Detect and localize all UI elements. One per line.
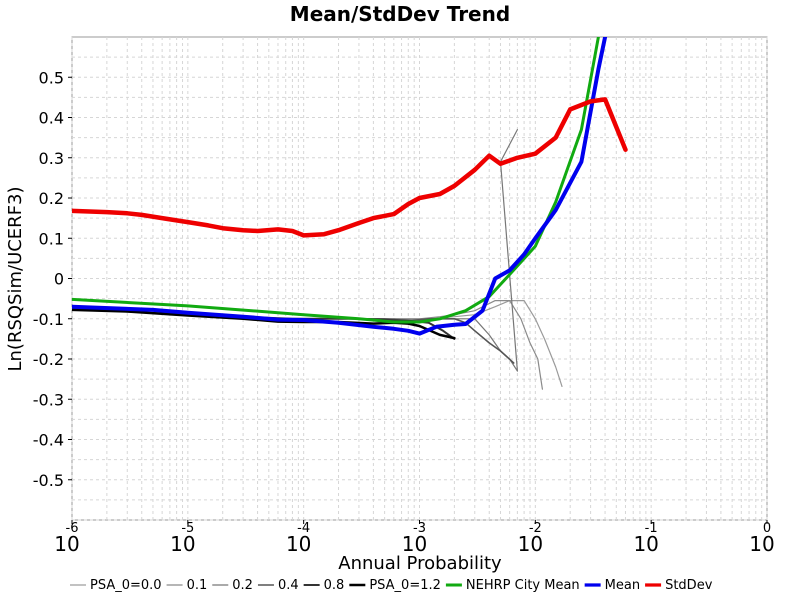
x-tick-exponent: -5 (181, 521, 194, 536)
x-tick-base: 10 (633, 532, 658, 556)
legend-label: NEHRP City Mean (466, 578, 580, 593)
legend-label: StdDev (665, 578, 713, 593)
y-tick-label: -0.3 (33, 390, 64, 409)
y-tick-label: 0.3 (39, 149, 64, 168)
legend-label: PSA_0=1.2 (369, 578, 441, 593)
series-layer (72, 37, 628, 390)
legend: PSA_0=0.0 0.1 0.2 0.4 0.8 PSA_0=1.2 NEHRP City… (70, 578, 713, 593)
series-line-1 (393, 300, 544, 390)
x-tick-exponent: -3 (413, 521, 426, 536)
x-tick-exponent: -2 (529, 521, 542, 536)
x-tick-base: 10 (286, 532, 311, 556)
chart-title: Mean/StdDev Trend (290, 2, 510, 26)
y-tick-label: 0.2 (39, 189, 64, 208)
series-line-7 (72, 37, 608, 336)
legend-label: 0.2 (232, 578, 253, 593)
legend-label: 0.1 (187, 578, 208, 593)
legend-label: 0.8 (324, 578, 345, 593)
x-tick-exponent: -6 (66, 521, 79, 536)
legend-label: Mean (605, 578, 640, 593)
x-axis-label: Annual Probability (338, 553, 502, 574)
y-axis-label: Ln(RSQSim/UCERF3) (5, 186, 26, 371)
x-tick-base: 10 (54, 532, 79, 556)
x-tick-exponent: -4 (297, 521, 310, 536)
legend-label: PSA_0=0.0 (90, 578, 162, 593)
y-tick-label: 0.4 (39, 109, 64, 128)
y-tick-label: -0.1 (33, 310, 64, 329)
x-tick-base: 10 (518, 532, 543, 556)
y-tick-label: -0.4 (33, 431, 64, 450)
x-tick-base: 10 (749, 532, 774, 556)
y-ticks: 0.5 0.4 0.3 0.2 0.1 0 -0.1 -0.2 -0.3 -0.4 -0.5 (33, 68, 72, 490)
x-tick-base: 10 (170, 532, 195, 556)
y-tick-label: 0.5 (39, 68, 64, 87)
series-line-6 (72, 37, 600, 324)
y-tick-label: 0.1 (39, 229, 64, 248)
x-tick-exponent: 0 (763, 521, 771, 536)
x-tick-base: 10 (402, 532, 427, 556)
x-tick-exponent: -1 (645, 521, 658, 536)
y-tick-label: -0.5 (33, 471, 64, 490)
y-tick-label: -0.2 (33, 350, 64, 369)
legend-label: 0.4 (278, 578, 299, 593)
series-line-8 (72, 97, 628, 238)
y-tick-label: 0 (54, 270, 64, 289)
